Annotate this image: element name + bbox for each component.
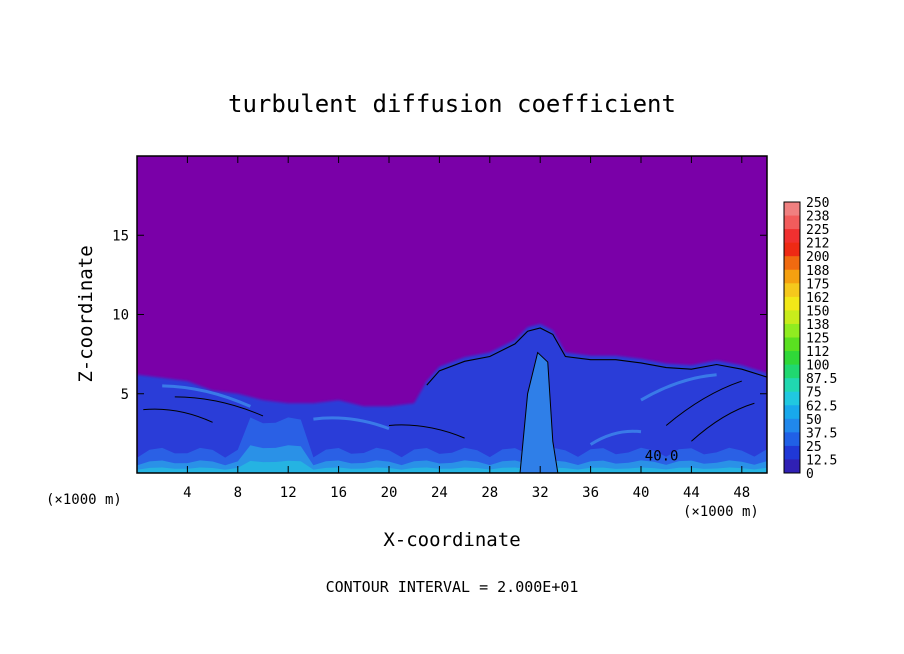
y-tick-label: 5 (121, 387, 129, 403)
colorbar-label: 50 (806, 413, 822, 428)
colorbar-swatch (784, 337, 800, 352)
colorbar-swatch (784, 378, 800, 393)
x-tick-label: 16 (330, 485, 347, 501)
y-axis-label: Z-coordinate (75, 245, 97, 382)
y-tick-label: 10 (112, 308, 129, 324)
colorbar-label: 62.5 (806, 399, 837, 414)
x-tick-label: 44 (683, 485, 700, 501)
colorbar-swatch (784, 364, 800, 379)
colorbar-swatch (784, 242, 800, 257)
colorbar-swatch (784, 323, 800, 338)
x-tick-label: 12 (280, 485, 297, 501)
colorbar-swatch (784, 351, 800, 366)
x-tick-label: 36 (582, 485, 599, 501)
colorbar-label: 12.5 (806, 453, 837, 468)
colorbar-label: 0 (806, 467, 814, 482)
inner-field-layers (137, 351, 767, 473)
x-tick-label: 4 (183, 485, 191, 501)
x-tick-label: 28 (481, 485, 498, 501)
colorbar-label: 225 (806, 223, 829, 238)
colorbar-label: 175 (806, 277, 829, 292)
x-axis-ticks: 4 8 12 16 20 24 28 32 36 40 44 48 (183, 156, 750, 501)
contour-interval-label: CONTOUR INTERVAL = 2.000E+01 (326, 578, 579, 596)
colorbar-swatch (784, 283, 800, 298)
colorbar-label: 25 (806, 440, 822, 455)
colorbar-swatch (784, 296, 800, 311)
colorbar-swatch (784, 459, 800, 474)
contour-label: 40.0 (645, 448, 679, 464)
wave-streak (143, 408, 213, 423)
wave-streak (665, 380, 742, 426)
wave-streak (174, 396, 264, 417)
colorbar-swatch (784, 215, 800, 230)
colorbar-frame (783, 201, 801, 474)
colorbar-swatch (784, 445, 800, 460)
colorbar-label: 112 (806, 345, 829, 360)
colorbar-swatch (784, 432, 800, 447)
colorbar-label: 150 (806, 304, 829, 319)
colorbar-swatch (784, 202, 800, 217)
updraft-column (519, 351, 559, 473)
x-axis-label: X-coordinate (383, 529, 520, 551)
layer-75 (137, 460, 767, 473)
colorbar-swatch (784, 310, 800, 325)
wave-streak (388, 424, 465, 439)
x-tick-label: 8 (234, 485, 242, 501)
x-unit-label-right: (×1000 m) (683, 504, 759, 520)
turbulence-field (137, 324, 767, 473)
y-tick-label: 15 (112, 228, 129, 244)
colorbar-label: 100 (806, 359, 829, 374)
colorbar-swatch (784, 418, 800, 433)
colorbar-label: 200 (806, 250, 829, 265)
plot-area: 40.0 (136, 155, 768, 474)
x-tick-label: 20 (381, 485, 398, 501)
turbulent-region-contour (426, 327, 767, 386)
colorbar-swatch (784, 229, 800, 244)
colorbar-label: 238 (806, 210, 829, 225)
colorbar-label: 162 (806, 291, 829, 306)
colorbar-swatch (784, 405, 800, 420)
colorbar-swatch (784, 269, 800, 284)
colorbar-label: 188 (806, 264, 829, 279)
wave-streak (691, 402, 755, 442)
wave-streak (589, 429, 642, 446)
colorbar-label: 87.5 (806, 372, 837, 387)
wave-streak (640, 373, 717, 402)
x-tick-label: 40 (633, 485, 650, 501)
colorbar: 2502382252122001881751621501381251121008… (783, 196, 837, 482)
colorbar-label: 212 (806, 237, 829, 252)
wave-streaks (143, 373, 755, 446)
colorbar-swatch (784, 391, 800, 406)
chart-title: turbulent diffusion coefficient (228, 90, 676, 118)
colorbar-label: 125 (806, 332, 829, 347)
x-tick-label: 32 (532, 485, 549, 501)
colorbar-label: 75 (806, 386, 822, 401)
colorbar-label: 37.5 (806, 426, 837, 441)
x-unit-label-left: (×1000 m) (46, 492, 122, 508)
wave-streak (313, 416, 390, 431)
y-axis-ticks: 5 10 15 (112, 228, 767, 403)
colorbar-swatch (784, 256, 800, 271)
colorbar-label: 250 (806, 196, 829, 211)
x-tick-label: 48 (733, 485, 750, 501)
wave-streak (162, 384, 252, 408)
colorbar-label: 138 (806, 318, 829, 333)
x-tick-label: 24 (431, 485, 448, 501)
